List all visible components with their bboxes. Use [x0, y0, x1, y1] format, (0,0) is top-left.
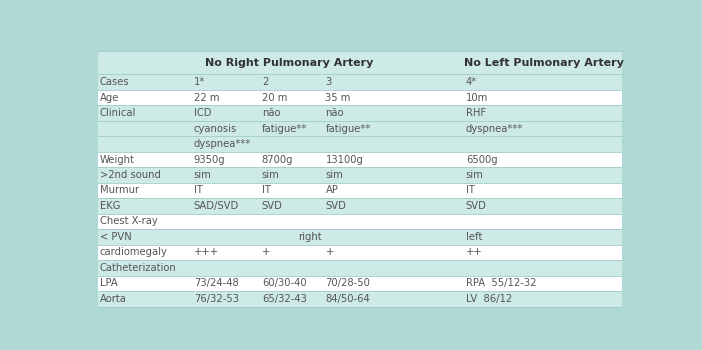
Text: fatigue**: fatigue**: [326, 124, 371, 134]
Bar: [98, 198, 622, 214]
Text: fatigue**: fatigue**: [262, 124, 307, 134]
Bar: [98, 260, 622, 276]
Text: 10m: 10m: [466, 92, 488, 103]
Text: sim: sim: [466, 170, 484, 180]
Text: AP: AP: [326, 186, 338, 196]
Text: não: não: [326, 108, 344, 118]
Text: sim: sim: [326, 170, 343, 180]
Text: 3: 3: [326, 77, 332, 87]
Text: EKG: EKG: [100, 201, 120, 211]
Text: SAD/SVD: SAD/SVD: [194, 201, 239, 211]
Text: Aorta: Aorta: [100, 294, 126, 304]
Text: Murmur: Murmur: [100, 186, 139, 196]
Text: 6500g: 6500g: [466, 154, 498, 164]
Text: right: right: [298, 232, 322, 242]
Bar: [98, 183, 622, 198]
Text: LPA: LPA: [100, 278, 117, 288]
Text: 9350g: 9350g: [194, 154, 225, 164]
Text: IT: IT: [194, 186, 203, 196]
Text: cardiomegaly: cardiomegaly: [100, 247, 168, 258]
Bar: [98, 121, 622, 136]
Text: 76/32-53: 76/32-53: [194, 294, 239, 304]
Text: +: +: [262, 247, 270, 258]
Text: 13100g: 13100g: [326, 154, 364, 164]
Bar: [98, 90, 622, 105]
Text: cyanosis: cyanosis: [194, 124, 237, 134]
Text: Age: Age: [100, 92, 119, 103]
Text: IT: IT: [466, 186, 475, 196]
Text: 73/24-48: 73/24-48: [194, 278, 239, 288]
Text: IT: IT: [262, 186, 271, 196]
Text: 60/30-40: 60/30-40: [262, 278, 307, 288]
Bar: [98, 229, 622, 245]
Bar: [98, 214, 622, 229]
Text: Weight: Weight: [100, 154, 135, 164]
Text: RHF: RHF: [466, 108, 486, 118]
Text: No Left Pulmonary Artery: No Left Pulmonary Artery: [464, 58, 624, 68]
Text: ++: ++: [466, 247, 482, 258]
Text: 35 m: 35 m: [326, 92, 351, 103]
Text: 65/32-43: 65/32-43: [262, 294, 307, 304]
Text: dyspnea***: dyspnea***: [194, 139, 251, 149]
Text: < PVN: < PVN: [100, 232, 131, 242]
Text: ICD: ICD: [194, 108, 211, 118]
Text: sim: sim: [262, 170, 279, 180]
Text: 84/50-64: 84/50-64: [326, 294, 370, 304]
Text: +: +: [326, 247, 334, 258]
Text: >2nd sound: >2nd sound: [100, 170, 161, 180]
Text: No Right Pulmonary Artery: No Right Pulmonary Artery: [206, 58, 373, 68]
Bar: [98, 136, 622, 152]
Text: +++: +++: [194, 247, 219, 258]
Text: 2: 2: [262, 77, 268, 87]
Text: dyspnea***: dyspnea***: [466, 124, 523, 134]
Bar: [98, 167, 622, 183]
Text: SVD: SVD: [262, 201, 283, 211]
Text: Clinical: Clinical: [100, 108, 136, 118]
Text: Chest X-ray: Chest X-ray: [100, 216, 157, 226]
Text: Cases: Cases: [100, 77, 129, 87]
Bar: [98, 105, 622, 121]
Bar: [98, 51, 622, 74]
Text: 8700g: 8700g: [262, 154, 293, 164]
Text: SVD: SVD: [466, 201, 486, 211]
Text: 70/28-50: 70/28-50: [326, 278, 371, 288]
Bar: [98, 276, 622, 291]
Text: Catheterization: Catheterization: [100, 263, 176, 273]
Text: left: left: [466, 232, 482, 242]
Text: SVD: SVD: [326, 201, 346, 211]
Bar: [98, 291, 622, 307]
Text: 4*: 4*: [466, 77, 477, 87]
Text: sim: sim: [194, 170, 211, 180]
Text: 22 m: 22 m: [194, 92, 219, 103]
Bar: [98, 74, 622, 90]
Bar: [98, 152, 622, 167]
Text: não: não: [262, 108, 280, 118]
Text: 1*: 1*: [194, 77, 205, 87]
Text: LV  86/12: LV 86/12: [466, 294, 512, 304]
Text: 20 m: 20 m: [262, 92, 287, 103]
Text: RPA  55/12-32: RPA 55/12-32: [466, 278, 536, 288]
Bar: [98, 245, 622, 260]
